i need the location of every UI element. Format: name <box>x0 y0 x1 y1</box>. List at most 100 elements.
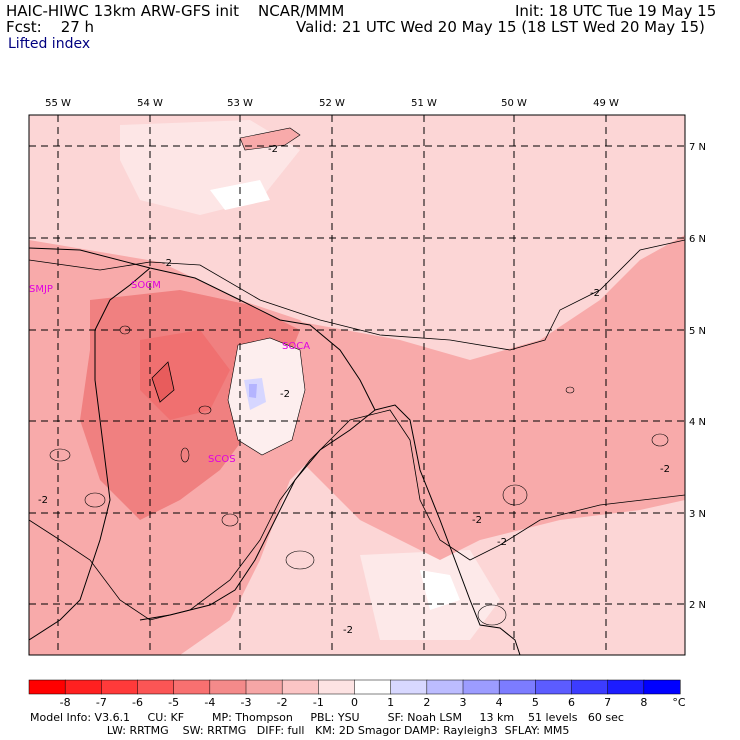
colorbar-swatch <box>137 679 175 695</box>
lat-label: 3 N <box>689 509 706 520</box>
lat-label: 6 N <box>689 234 706 245</box>
contour-cell <box>49 448 71 462</box>
lon-label: 53 W <box>227 98 253 109</box>
coastline <box>29 247 521 655</box>
colorbar-unit: °C <box>672 696 686 709</box>
contour-line <box>29 409 685 621</box>
colorbar-tick-label: -8 <box>60 696 71 709</box>
colorbar-tick-label: 3 <box>460 696 467 709</box>
colorbar-swatch <box>607 679 645 695</box>
contour-label: -2 <box>343 625 353 636</box>
contour-cell <box>198 405 212 415</box>
stations: SMJP SOCM SOCA SCOS <box>29 280 310 465</box>
graticule <box>29 115 685 655</box>
longitude-labels: 55 W 54 W 53 W 52 W 51 W 50 W 49 W <box>45 98 619 109</box>
field-white-region <box>210 180 270 210</box>
contour-cell <box>502 484 528 506</box>
field-white-region <box>227 337 306 456</box>
contour-line <box>29 239 685 351</box>
lon-label: 49 W <box>593 98 619 109</box>
field-blue-region <box>249 384 257 398</box>
institution: NCAR/MMM <box>258 2 345 20</box>
contour-label: -2 <box>280 389 290 400</box>
contour-label: -2 <box>590 288 600 299</box>
colorbar-swatch <box>64 679 102 695</box>
colorbar-tick-label: 6 <box>568 696 575 709</box>
colorbar-tick-label: 1 <box>387 696 394 709</box>
colorbar-swatch <box>390 679 428 695</box>
model-info-line1: Model Info: V3.6.1 CU: KF MP: Thompson P… <box>30 711 624 724</box>
contour-cell <box>651 433 669 447</box>
contour-cell <box>565 386 575 394</box>
field-mid-region <box>290 235 685 560</box>
country-border <box>139 409 376 621</box>
init-time: Init: 18 UTC Tue 19 May 15 <box>515 2 717 20</box>
field-white-region <box>420 570 460 610</box>
latitude-labels: 7 N 6 N 5 N 4 N 3 N 2 N <box>689 142 706 611</box>
station-smjp: SMJP <box>29 284 53 295</box>
lon-label: 55 W <box>45 98 71 109</box>
colorbar-swatch <box>173 679 211 695</box>
colorbar-swatch <box>643 679 681 695</box>
lat-label: 2 N <box>689 600 706 611</box>
contour-cell <box>239 127 301 151</box>
colorbar-swatch <box>28 679 66 695</box>
colorbar <box>28 679 681 695</box>
colorbar-swatch <box>426 679 464 695</box>
map-frame <box>28 114 686 656</box>
contour-label: -2 <box>497 537 507 548</box>
colorbar-labels: -8 -7 -6 -5 -4 -3 -2 -1 0 1 2 3 4 5 6 7 8 °C <box>60 696 686 709</box>
colorbar-tick-label: 0 <box>351 696 358 709</box>
lon-label: 52 W <box>319 98 345 109</box>
colorbar-swatch <box>318 679 356 695</box>
lat-label: 5 N <box>689 326 706 337</box>
colorbar-tick-label: -4 <box>204 696 215 709</box>
station-soca: SOCA <box>282 341 310 352</box>
lon-label: 50 W <box>501 98 527 109</box>
colorbar-swatch <box>245 679 283 695</box>
colorbar-tick-label: 4 <box>496 696 503 709</box>
contour-cell <box>180 447 190 463</box>
model-info-line2: LW: RRTMG SW: RRTMG DIFF: full KM: 2D Sm… <box>30 724 570 737</box>
colorbar-swatch <box>101 679 139 695</box>
contour-label: -2 <box>268 144 278 155</box>
valid-time: Valid: 21 UTC Wed 20 May 15 (18 LST Wed … <box>296 18 705 36</box>
field-name: Lifted index <box>8 36 91 52</box>
contour-cell <box>221 513 239 527</box>
colorbar-swatch <box>498 679 536 695</box>
lon-label: 51 W <box>411 98 437 109</box>
colorbar-tick-label: 8 <box>640 696 647 709</box>
colorbar-tick-label: -6 <box>132 696 143 709</box>
contour-cell <box>477 604 507 626</box>
colorbar-swatch <box>462 679 500 695</box>
contour-label: -2 <box>38 495 48 506</box>
colorbar-swatch <box>354 679 392 695</box>
colorbar-tick-label: 7 <box>604 696 611 709</box>
colorbar-tick-label: -5 <box>168 696 179 709</box>
lon-label: 54 W <box>137 98 163 109</box>
contour-labels: -2 -2 -2 -2 -2 -2 -2 -2 -2 <box>38 144 670 636</box>
colorbar-tick-label: -3 <box>241 696 252 709</box>
contour-cell <box>285 550 315 570</box>
lat-label: 7 N <box>689 142 706 153</box>
contour-label: -2 <box>472 515 482 526</box>
colorbar-tick-label: -2 <box>277 696 288 709</box>
contour-cell <box>84 492 106 508</box>
station-socm: SOCM <box>131 280 161 291</box>
country-border <box>29 267 151 641</box>
station-scos: SCOS <box>208 454 236 465</box>
map-field <box>29 115 685 655</box>
colorbar-tick-label: -7 <box>96 696 107 709</box>
colorbar-tick-label: -1 <box>313 696 324 709</box>
colorbar-swatch <box>535 679 573 695</box>
contour-label: -2 <box>162 258 172 269</box>
colorbar-tick-label: 5 <box>532 696 539 709</box>
forecast-hour: Fcst: 27 h <box>6 18 95 36</box>
field-darker-region <box>151 361 175 403</box>
colorbar-swatch <box>571 679 609 695</box>
colorbar-swatch <box>209 679 247 695</box>
colorbar-swatch <box>281 679 319 695</box>
lat-label: 4 N <box>689 417 706 428</box>
colorbar-tick-label: 2 <box>423 696 430 709</box>
